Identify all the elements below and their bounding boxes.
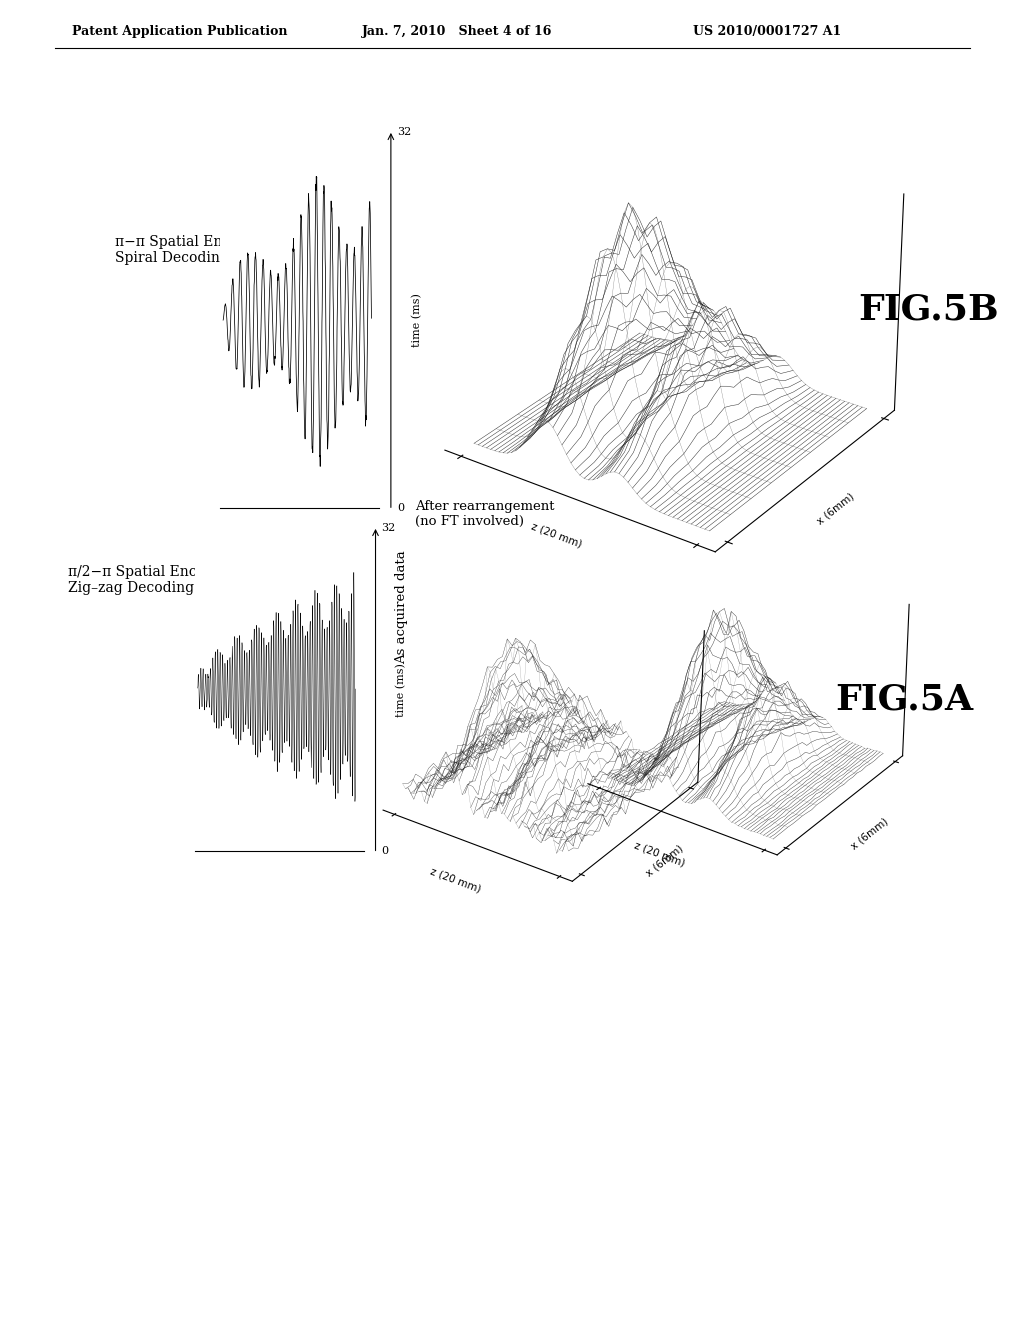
Text: After rearrangement
(no FT involved): After rearrangement (no FT involved) — [415, 500, 555, 528]
Text: As acquired data: As acquired data — [395, 550, 408, 664]
Text: 32: 32 — [397, 127, 411, 137]
Text: π−π Spatial Encoding
Spiral Decoding: π−π Spatial Encoding Spiral Decoding — [115, 235, 270, 265]
Text: time (ms): time (ms) — [396, 663, 407, 717]
Y-axis label: x (6mm): x (6mm) — [815, 491, 856, 527]
Text: time (ms): time (ms) — [412, 293, 422, 347]
X-axis label: z (20 mm): z (20 mm) — [529, 521, 583, 549]
Text: 0: 0 — [397, 503, 404, 513]
Text: π/2−π Spatial Encoding
Zig–zag Decoding: π/2−π Spatial Encoding Zig–zag Decoding — [68, 565, 237, 595]
X-axis label: z (20 mm): z (20 mm) — [633, 840, 687, 869]
Y-axis label: x (6mm): x (6mm) — [849, 817, 890, 851]
Text: FIG.5B: FIG.5B — [858, 293, 998, 327]
X-axis label: z (20 mm): z (20 mm) — [428, 866, 482, 895]
Y-axis label: x (6mm): x (6mm) — [644, 843, 685, 878]
Text: 32: 32 — [382, 523, 395, 533]
Text: 0: 0 — [382, 846, 389, 857]
Text: FIG.5A: FIG.5A — [835, 682, 973, 717]
Text: US 2010/0001727 A1: US 2010/0001727 A1 — [693, 25, 842, 38]
Text: Jan. 7, 2010   Sheet 4 of 16: Jan. 7, 2010 Sheet 4 of 16 — [362, 25, 552, 38]
Text: Patent Application Publication: Patent Application Publication — [72, 25, 288, 38]
